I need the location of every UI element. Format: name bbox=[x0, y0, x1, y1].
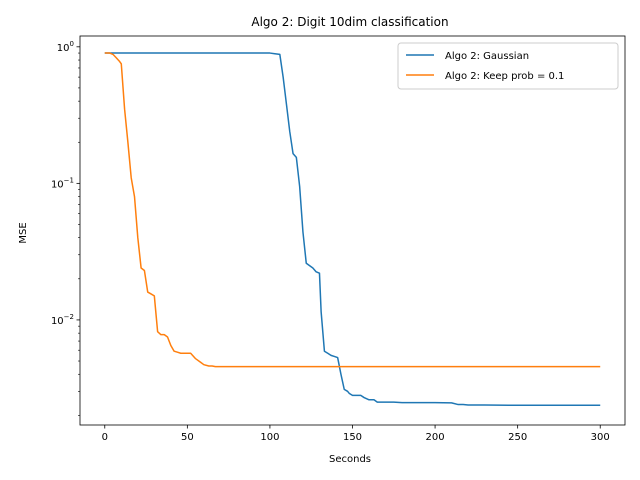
x-tick-label: 0 bbox=[102, 432, 108, 443]
legend: Algo 2: Gaussian Algo 2: Keep prob = 0.1 bbox=[397, 42, 619, 90]
series-group bbox=[104, 52, 601, 407]
x-tick-label: 50 bbox=[181, 432, 194, 443]
x-tick-label: 100 bbox=[260, 432, 279, 443]
legend-box bbox=[397, 42, 619, 90]
x-tick-label: 300 bbox=[591, 432, 610, 443]
x-tick-label: 250 bbox=[508, 432, 527, 443]
x-tick-label: 200 bbox=[426, 432, 445, 443]
y-axis-label: MSE bbox=[18, 222, 29, 243]
x-tick-label: 150 bbox=[343, 432, 362, 443]
chart-title: Algo 2: Digit 10dim classification bbox=[251, 15, 448, 29]
legend-label-1: Algo 2: Keep prob = 0.1 bbox=[445, 71, 564, 82]
plot-area: 0 50 100 150 200 250 300 100 10−1 10−2 bbox=[51, 35, 626, 443]
y-tick-label: 10−2 bbox=[51, 313, 74, 327]
y-tick-label: 10−1 bbox=[51, 176, 74, 190]
legend-label-0: Algo 2: Gaussian bbox=[445, 51, 529, 62]
series-line-0 bbox=[104, 52, 601, 407]
y-tick-label: 100 bbox=[57, 40, 74, 54]
series-line-1 bbox=[104, 52, 601, 368]
x-axis-label: Seconds bbox=[329, 454, 371, 465]
